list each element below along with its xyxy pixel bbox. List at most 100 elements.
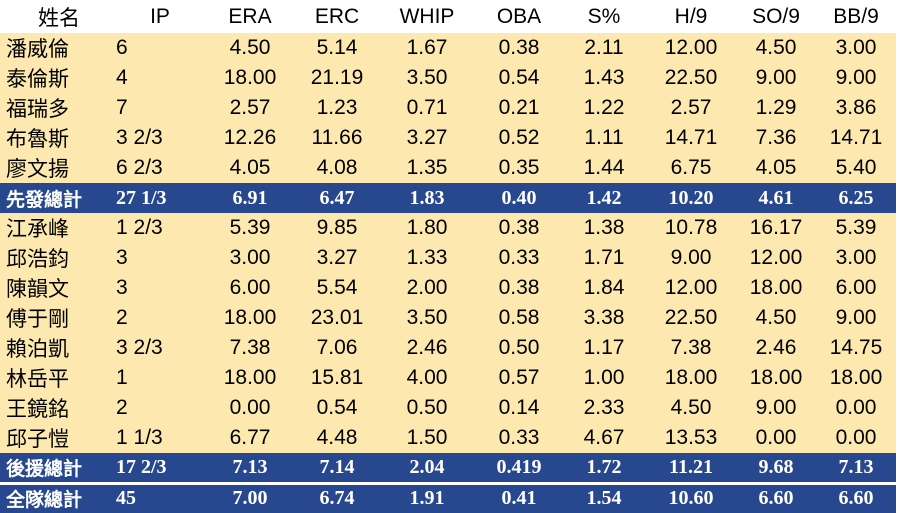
- table-body: 潘威倫 6 4.50 5.14 1.67 0.38 2.11 12.00 4.50 3.00 泰倫斯…: [0, 33, 896, 513]
- header-era: ERA: [228, 4, 272, 28]
- cell-bb9: 3.00: [816, 33, 896, 63]
- cell-erc: 6.74: [296, 481, 378, 513]
- cell-h9: 22.50: [646, 63, 736, 93]
- cell-h9: 13.53: [646, 423, 736, 453]
- table-row: 林岳平 1 18.00 15.81 4.00 0.57 1.00 18.00 18.00 18.0…: [0, 363, 896, 393]
- cell-whip: 1.33: [378, 243, 476, 273]
- cell-so9: 7.36: [736, 123, 816, 153]
- cell-name: 先發總計: [0, 183, 112, 213]
- cell-h9: 12.00: [646, 273, 736, 303]
- cell-erc: 4.08: [296, 153, 378, 183]
- cell-name: 賴泊凱: [0, 333, 112, 363]
- cell-bb9: 6.60: [816, 481, 896, 513]
- cell-h9: 6.75: [646, 153, 736, 183]
- cell-ip: 45: [112, 481, 204, 513]
- cell-erc: 5.14: [296, 33, 378, 63]
- cell-ip: 3 2/3: [112, 333, 204, 363]
- cell-ip: 1: [112, 363, 204, 393]
- cell-name: 布魯斯: [0, 123, 112, 153]
- cell-s-pct: 1.42: [562, 183, 646, 213]
- cell-whip: 0.50: [378, 393, 476, 423]
- cell-s-pct: 1.22: [562, 93, 646, 123]
- cell-so9: 12.00: [736, 243, 816, 273]
- cell-era: 7.00: [204, 481, 296, 513]
- cell-so9: 1.29: [736, 93, 816, 123]
- cell-s-pct: 4.67: [562, 423, 646, 453]
- cell-oba: 0.419: [476, 453, 562, 483]
- cell-era: 18.00: [204, 303, 296, 333]
- cell-ip: 27 1/3: [112, 183, 204, 213]
- cell-h9: 4.50: [646, 393, 736, 423]
- cell-bb9: 9.00: [816, 303, 896, 333]
- cell-name: 潘威倫: [0, 33, 112, 63]
- team-total-row: 全隊總計 45 7.00 6.74 1.91 0.41 1.54 10.60 6.60 6.60: [0, 481, 896, 513]
- cell-s-pct: 1.71: [562, 243, 646, 273]
- cell-h9: 14.71: [646, 123, 736, 153]
- cell-name: 傅于剛: [0, 303, 112, 333]
- cell-erc: 7.06: [296, 333, 378, 363]
- cell-so9: 9.00: [736, 393, 816, 423]
- table-row: 泰倫斯 4 18.00 21.19 3.50 0.54 1.43 22.50 9.00 9.00: [0, 63, 896, 93]
- cell-era: 12.26: [204, 123, 296, 153]
- cell-oba: 0.14: [476, 393, 562, 423]
- cell-s-pct: 1.38: [562, 213, 646, 243]
- cell-ip: 6 2/3: [112, 153, 204, 183]
- cell-whip: 3.27: [378, 123, 476, 153]
- cell-so9: 9.00: [736, 63, 816, 93]
- cell-era: 0.00: [204, 393, 296, 423]
- starters-total-row: 先發總計 27 1/3 6.91 6.47 1.83 0.40 1.42 10.20 4.61 6…: [0, 183, 896, 213]
- table-row: 廖文揚 6 2/3 4.05 4.08 1.35 0.35 1.44 6.75 4.05 5.40: [0, 153, 896, 183]
- header-row: 姓名 IP ERA ERC WHIP OBA S% H/9 SO/9 BB/9: [0, 0, 896, 33]
- cell-erc: 11.66: [296, 123, 378, 153]
- cell-oba: 0.21: [476, 93, 562, 123]
- cell-name: 邱子愷: [0, 423, 112, 453]
- cell-so9: 18.00: [736, 363, 816, 393]
- cell-ip: 3 2/3: [112, 123, 204, 153]
- cell-oba: 0.33: [476, 243, 562, 273]
- cell-ip: 2: [112, 303, 204, 333]
- cell-bb9: 0.00: [816, 423, 896, 453]
- cell-bb9: 6.00: [816, 273, 896, 303]
- cell-whip: 1.91: [378, 481, 476, 513]
- cell-name: 陳韻文: [0, 273, 112, 303]
- cell-whip: 1.67: [378, 33, 476, 63]
- table-row: 潘威倫 6 4.50 5.14 1.67 0.38 2.11 12.00 4.50 3.00: [0, 33, 896, 63]
- cell-erc: 5.54: [296, 273, 378, 303]
- cell-whip: 2.46: [378, 333, 476, 363]
- cell-bb9: 0.00: [816, 393, 896, 423]
- cell-ip: 6: [112, 33, 204, 63]
- cell-so9: 16.17: [736, 213, 816, 243]
- header-whip: WHIP: [399, 4, 455, 28]
- cell-h9: 22.50: [646, 303, 736, 333]
- header-bb9: BB/9: [833, 4, 879, 28]
- cell-erc: 0.54: [296, 393, 378, 423]
- cell-s-pct: 1.44: [562, 153, 646, 183]
- cell-bb9: 6.25: [816, 183, 896, 213]
- cell-h9: 10.60: [646, 481, 736, 513]
- cell-whip: 1.80: [378, 213, 476, 243]
- cell-name: 廖文揚: [0, 153, 112, 183]
- cell-era: 7.13: [204, 453, 296, 483]
- cell-whip: 1.83: [378, 183, 476, 213]
- cell-bb9: 14.71: [816, 123, 896, 153]
- cell-era: 4.05: [204, 153, 296, 183]
- cell-bb9: 5.39: [816, 213, 896, 243]
- cell-h9: 9.00: [646, 243, 736, 273]
- cell-bb9: 7.13: [816, 453, 896, 483]
- cell-erc: 7.14: [296, 453, 378, 483]
- cell-h9: 11.21: [646, 453, 736, 483]
- cell-whip: 4.00: [378, 363, 476, 393]
- cell-erc: 3.27: [296, 243, 378, 273]
- cell-bb9: 3.00: [816, 243, 896, 273]
- cell-ip: 1 2/3: [112, 213, 204, 243]
- cell-oba: 0.38: [476, 273, 562, 303]
- cell-name: 江承峰: [0, 213, 112, 243]
- cell-h9: 12.00: [646, 33, 736, 63]
- cell-oba: 0.38: [476, 213, 562, 243]
- cell-s-pct: 1.43: [562, 63, 646, 93]
- cell-oba: 0.54: [476, 63, 562, 93]
- table-row: 布魯斯 3 2/3 12.26 11.66 3.27 0.52 1.11 14.71 7.36 1…: [0, 123, 896, 153]
- cell-name: 泰倫斯: [0, 63, 112, 93]
